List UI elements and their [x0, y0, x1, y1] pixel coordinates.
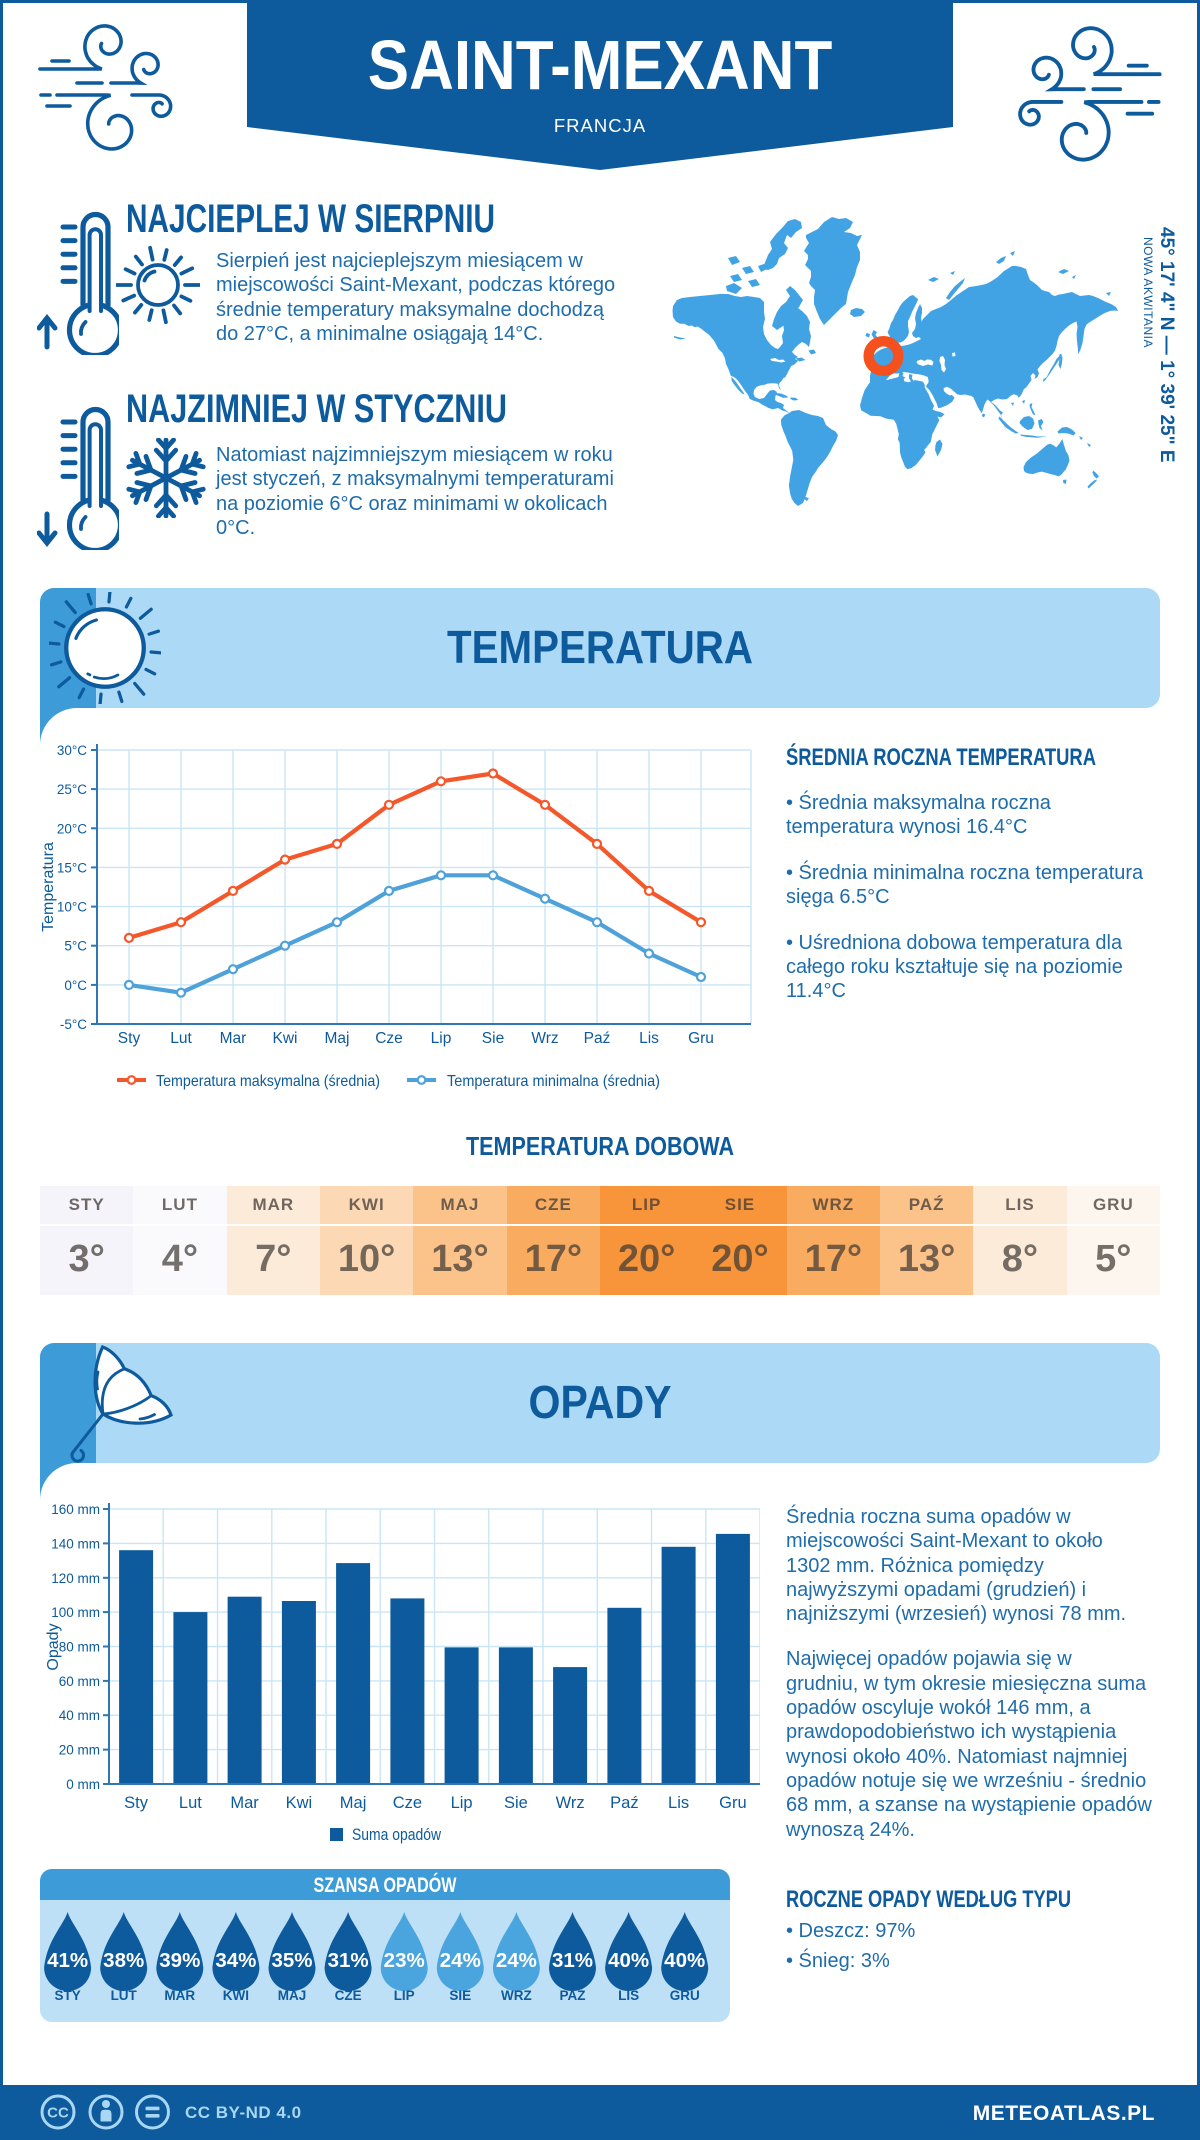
- svg-text:Temperatura minimalna (średnia: Temperatura minimalna (średnia): [447, 1073, 660, 1090]
- svg-text:100 mm: 100 mm: [51, 1605, 100, 1620]
- svg-text:Sty: Sty: [124, 1794, 149, 1812]
- svg-text:31%: 31%: [328, 1949, 369, 1972]
- svg-text:Lis: Lis: [639, 1030, 659, 1047]
- svg-text:Maj: Maj: [340, 1794, 367, 1812]
- svg-text:NAJZIMNIEJ W STYCZNIU: NAJZIMNIEJ W STYCZNIU: [126, 387, 507, 431]
- svg-text:34%: 34%: [215, 1949, 256, 1972]
- svg-text:35%: 35%: [271, 1949, 312, 1972]
- svg-text:10°C: 10°C: [57, 900, 87, 915]
- svg-text:120 mm: 120 mm: [51, 1571, 100, 1586]
- svg-text:ROCZNE OPADY WEDŁUG TYPU: ROCZNE OPADY WEDŁUG TYPU: [786, 1886, 1071, 1913]
- svg-text:Mar: Mar: [230, 1794, 259, 1812]
- svg-text:KWI: KWI: [223, 1988, 249, 2003]
- svg-text:Temperatura: Temperatura: [40, 842, 57, 932]
- svg-text:TEMPERATURA DOBOWA: TEMPERATURA DOBOWA: [466, 1131, 734, 1161]
- svg-text:MAJ: MAJ: [278, 1988, 307, 2003]
- svg-text:20°C: 20°C: [57, 821, 87, 836]
- svg-text:60 mm: 60 mm: [59, 1674, 100, 1689]
- svg-text:SIE: SIE: [449, 1988, 471, 2003]
- svg-text:Temperatura maksymalna (średni: Temperatura maksymalna (średnia): [156, 1073, 380, 1090]
- svg-text:LUT: LUT: [111, 1988, 138, 2003]
- svg-text:Lip: Lip: [431, 1030, 452, 1047]
- svg-text:Wrz: Wrz: [556, 1794, 585, 1812]
- svg-text:STY: STY: [54, 1988, 80, 2003]
- svg-text:25°C: 25°C: [57, 782, 87, 797]
- svg-text:Lut: Lut: [170, 1030, 192, 1047]
- svg-text:CZE: CZE: [335, 1988, 362, 2003]
- svg-text:31%: 31%: [552, 1949, 593, 1972]
- svg-text:5°C: 5°C: [64, 939, 87, 954]
- svg-text:GRU: GRU: [670, 1988, 700, 2003]
- svg-text:Paź: Paź: [610, 1794, 638, 1812]
- svg-text:Cze: Cze: [393, 1794, 422, 1812]
- svg-text:OPADY: OPADY: [529, 1376, 672, 1428]
- svg-text:Paź: Paź: [584, 1030, 611, 1047]
- svg-text:Maj: Maj: [325, 1030, 350, 1047]
- svg-text:Mar: Mar: [220, 1030, 247, 1047]
- svg-text:PAŹ: PAŹ: [560, 1988, 586, 2003]
- svg-text:160 mm: 160 mm: [51, 1502, 100, 1517]
- svg-text:39%: 39%: [159, 1949, 200, 1972]
- svg-text:LIS: LIS: [618, 1988, 639, 2003]
- svg-text:Opady: Opady: [45, 1623, 62, 1670]
- svg-text:Sty: Sty: [118, 1030, 141, 1047]
- svg-text:15°C: 15°C: [57, 860, 87, 875]
- svg-text:Sie: Sie: [504, 1794, 528, 1812]
- svg-text:ŚREDNIA ROCZNA TEMPERATURA: ŚREDNIA ROCZNA TEMPERATURA: [786, 743, 1096, 771]
- svg-text:Gru: Gru: [719, 1794, 747, 1812]
- svg-text:SZANSA OPADÓW: SZANSA OPADÓW: [314, 1873, 457, 1897]
- svg-text:CC BY-ND 4.0: CC BY-ND 4.0: [185, 2103, 302, 2122]
- svg-text:TEMPERATURA: TEMPERATURA: [447, 621, 753, 673]
- svg-text:Wrz: Wrz: [531, 1030, 558, 1047]
- svg-text:Gru: Gru: [688, 1030, 714, 1047]
- svg-text:NAJCIEPLEJ W SIERPNIU: NAJCIEPLEJ W SIERPNIU: [126, 197, 495, 241]
- svg-text:30°C: 30°C: [57, 743, 87, 758]
- svg-text:20 mm: 20 mm: [59, 1743, 100, 1758]
- svg-text:38%: 38%: [103, 1949, 144, 1972]
- svg-text:Suma opadów: Suma opadów: [352, 1825, 442, 1844]
- svg-text:24%: 24%: [440, 1949, 481, 1972]
- svg-text:MAR: MAR: [164, 1988, 195, 2003]
- svg-text:FRANCJA: FRANCJA: [554, 115, 646, 136]
- svg-text:40 mm: 40 mm: [59, 1708, 100, 1723]
- svg-text:40%: 40%: [608, 1949, 649, 1972]
- svg-text:-5°C: -5°C: [60, 1017, 87, 1032]
- svg-text:0°C: 0°C: [64, 978, 87, 993]
- svg-text:Lut: Lut: [179, 1794, 202, 1812]
- svg-text:CC: CC: [47, 2105, 69, 2122]
- svg-text:140 mm: 140 mm: [51, 1536, 100, 1551]
- svg-text:23%: 23%: [384, 1949, 425, 1972]
- svg-text:24%: 24%: [496, 1949, 537, 1972]
- svg-text:WRZ: WRZ: [501, 1988, 532, 2003]
- svg-text:40%: 40%: [664, 1949, 705, 1972]
- svg-text:0 mm: 0 mm: [66, 1777, 100, 1792]
- svg-text:LIP: LIP: [394, 1988, 415, 2003]
- svg-text:Cze: Cze: [375, 1030, 403, 1047]
- svg-text:SAINT-MEXANT: SAINT-MEXANT: [368, 27, 832, 105]
- svg-text:Lis: Lis: [668, 1794, 689, 1812]
- svg-text:80 mm: 80 mm: [59, 1640, 100, 1655]
- svg-text:Kwi: Kwi: [273, 1030, 298, 1047]
- svg-text:Lip: Lip: [451, 1794, 473, 1812]
- svg-text:Sie: Sie: [482, 1030, 504, 1047]
- svg-text:Kwi: Kwi: [286, 1794, 313, 1812]
- svg-text:41%: 41%: [47, 1949, 88, 1972]
